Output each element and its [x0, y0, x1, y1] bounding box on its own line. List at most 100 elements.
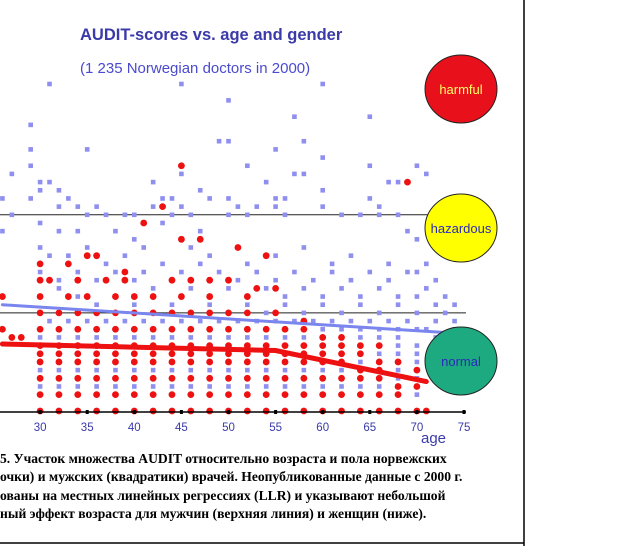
plot-frame: [0, 0, 525, 546]
male-point: [47, 81, 52, 87]
male-point: [395, 367, 401, 373]
male-point: [207, 367, 212, 373]
male-point: [235, 277, 241, 283]
male-point: [216, 138, 222, 144]
female-point: [253, 284, 261, 292]
male-point: [263, 335, 269, 340]
female-point: [64, 260, 72, 268]
female-point: [356, 374, 364, 382]
male-point: [386, 277, 391, 283]
male-point: [386, 318, 391, 324]
male-point: [348, 253, 354, 258]
male-point: [226, 335, 231, 340]
male-point: [358, 302, 363, 308]
male-point: [273, 204, 278, 209]
zone-label: harmful: [439, 82, 482, 97]
male-point: [339, 326, 344, 332]
female-point: [375, 407, 383, 415]
female-point: [394, 358, 402, 366]
male-point: [75, 384, 81, 389]
female-point: [168, 374, 176, 382]
female-point: [93, 358, 101, 366]
female-point: [159, 203, 166, 211]
male-point: [367, 163, 373, 169]
male-point: [188, 212, 194, 218]
male-point: [226, 138, 231, 144]
male-point: [263, 286, 269, 291]
male-point: [245, 261, 250, 267]
male-point: [56, 286, 62, 291]
male-point: [367, 269, 373, 275]
male-point: [94, 335, 99, 340]
female-point: [121, 276, 129, 284]
x-tick-label: 45: [175, 422, 188, 434]
male-point: [216, 269, 222, 275]
female-point: [55, 374, 63, 382]
female-point: [422, 407, 430, 415]
female-point: [338, 334, 345, 341]
male-point: [0, 228, 5, 234]
male-point: [132, 212, 137, 218]
male-point: [169, 302, 175, 308]
female-point: [36, 374, 44, 382]
female-point: [262, 374, 270, 382]
female-point: [262, 342, 270, 349]
trend-lines: [0, 303, 447, 385]
male-point: [160, 261, 165, 267]
female-point: [225, 358, 232, 366]
male-point: [37, 220, 43, 226]
male-point: [376, 310, 382, 316]
female-point: [187, 407, 195, 415]
male-point: [150, 335, 156, 340]
male-point: [150, 204, 156, 209]
male-point: [37, 384, 43, 389]
male-point: [320, 81, 325, 87]
male-point: [395, 294, 401, 299]
female-point: [262, 358, 270, 366]
female-point: [356, 350, 364, 358]
male-point: [320, 155, 325, 160]
female-point: [319, 374, 327, 382]
male-point: [301, 171, 307, 177]
male-point: [0, 196, 5, 201]
male-point: [235, 204, 241, 209]
x-tick-mark: [415, 410, 419, 414]
female-point: [413, 366, 421, 374]
male-trend-line: [0, 303, 447, 335]
male-point: [47, 253, 52, 258]
male-point: [28, 196, 33, 201]
female-point: [178, 293, 185, 300]
female-point: [178, 235, 185, 243]
female-point: [64, 293, 72, 300]
male-point: [132, 384, 137, 389]
male-point: [94, 277, 99, 283]
male-point: [424, 326, 429, 332]
male-point: [414, 269, 420, 275]
female-point: [206, 309, 214, 317]
male-point: [94, 302, 99, 308]
male-point: [386, 179, 391, 185]
female-point: [17, 334, 25, 341]
male-point: [405, 228, 410, 234]
female-point: [375, 358, 383, 366]
female-point: [300, 407, 308, 415]
male-point: [141, 245, 147, 250]
female-point: [206, 391, 214, 399]
male-point: [414, 294, 420, 299]
female-point: [404, 178, 411, 186]
male-point: [386, 261, 391, 267]
male-point: [301, 286, 307, 291]
male-point: [414, 343, 420, 348]
zone-normal: normal: [424, 326, 498, 396]
male-point: [395, 302, 401, 308]
female-point: [0, 293, 6, 300]
female-point: [74, 358, 82, 366]
male-point: [310, 277, 316, 283]
male-point: [282, 367, 288, 373]
male-point: [132, 367, 137, 373]
male-point: [405, 318, 410, 324]
male-point: [226, 367, 231, 373]
female-point: [168, 350, 176, 358]
male-point: [348, 277, 354, 283]
female-point: [93, 350, 101, 358]
